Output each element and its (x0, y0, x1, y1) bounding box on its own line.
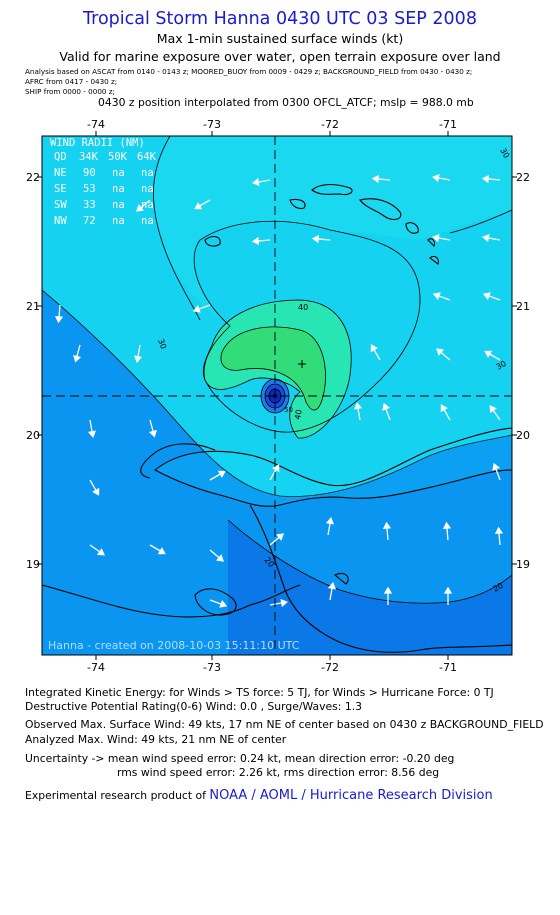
product-line: Experimental research product of NOAA / … (25, 788, 493, 803)
contour-label-30-east: 30 (495, 359, 508, 372)
analyzed-max-line: Analyzed Max. Wind: 49 kts, 21 nm NE of … (25, 733, 287, 746)
inagua-island (204, 235, 221, 247)
wind-radii-table: WIND RADII (NM) QD 34K 50K 64K NE 90 na … (50, 137, 157, 227)
lon-label: -73 (203, 118, 221, 131)
lat-label: 19 (516, 558, 530, 571)
caicos-island-b (289, 198, 306, 210)
uncertainty-line-2: rms wind speed error: 2.26 kt, rms direc… (117, 766, 440, 779)
wind-radii-title: WIND RADII (NM) (50, 137, 145, 149)
lon-label: -71 (439, 118, 457, 131)
caicos-island-a (311, 183, 353, 196)
lon-labels-bottom: -74 -73 -72 -71 (87, 661, 457, 674)
lat-label: 21 (26, 300, 40, 313)
contour-label-20-southeast: 20 (492, 581, 505, 594)
max-wind-marker (298, 360, 306, 368)
wind-radii-cell: na (141, 183, 154, 195)
analysis-line-2: AFRC from 0417 - 0430 z; (25, 77, 118, 86)
wind-radii-header: QD 34K 50K 64K (54, 151, 157, 163)
ike-line: Integrated Kinetic Energy: for Winds > T… (25, 686, 494, 699)
dpr-line: Destructive Potential Rating(0-6) Wind: … (25, 700, 363, 713)
product-prefix: Experimental research product of (25, 789, 206, 802)
cuba-east-coast (42, 584, 301, 618)
wind-radii-cell: na (112, 199, 125, 211)
lat-labels-left: 22 21 20 19 (26, 171, 40, 571)
wind-radii-row-ne: NE 90 na na (54, 167, 154, 179)
wind-radii-cell: na (141, 199, 154, 211)
lon-labels-top: -74 -73 -72 -71 (87, 118, 457, 131)
gonave-island (194, 588, 237, 616)
wind-radii-cell: na (141, 167, 154, 179)
islet-b (429, 255, 439, 265)
contour-label-group: 30 40 40 30 20 20 30 50 (156, 147, 511, 594)
contour-label-30-west: 30 (156, 338, 168, 351)
valid-note: Valid for marine exposure over water, op… (59, 49, 501, 64)
wind-radii-cell: na (112, 183, 125, 195)
wind-radii-cell: NE (54, 167, 67, 179)
lat-label: 20 (516, 429, 530, 442)
wind-vectors (54, 173, 504, 608)
lat-label: 20 (26, 429, 40, 442)
wind-radii-row-nw: NW 72 na na (54, 215, 154, 227)
band-10-20 (228, 520, 512, 655)
lat-label: 21 (516, 300, 530, 313)
turks-island-b (405, 222, 419, 234)
lon-label: -74 (87, 661, 105, 674)
wind-map: 30 40 40 30 20 20 30 50 WIND RADII (NM) … (26, 118, 530, 674)
islet-c (333, 572, 349, 585)
wind-radii-cell: 33 (83, 199, 96, 211)
turks-island-a (359, 198, 402, 221)
center-crosshair (42, 136, 512, 655)
wind-radii-cell: 53 (83, 183, 96, 195)
observed-max-line: Observed Max. Surface Wind: 49 kts, 17 n… (25, 718, 544, 731)
lon-label: -72 (321, 118, 339, 131)
analysis-line-3: SHIP from 0000 - 0000 z; (25, 87, 115, 96)
chart-title: Tropical Storm Hanna 0430 UTC 03 SEP 200… (83, 9, 477, 29)
wind-field: 30 40 40 30 20 20 30 50 WIND RADII (NM) … (42, 136, 512, 655)
lat-label: 19 (26, 558, 40, 571)
contour-label-50-core: 50 (284, 406, 293, 414)
lon-label: -74 (87, 118, 105, 131)
band-50-plus (220, 326, 326, 411)
wind-radii-cell: na (141, 215, 154, 227)
contour-label-40-south: 40 (293, 409, 304, 421)
wind-radii-col-50k: 50K (108, 151, 128, 163)
chart-subtitle: Max 1-min sustained surface winds (kt) (156, 31, 404, 46)
wind-radii-row-se: SE 53 na na (54, 183, 154, 195)
lat-labels-right: 22 21 20 19 (516, 171, 530, 571)
wind-radii-cell: NW (54, 215, 67, 227)
islet-a (427, 238, 436, 247)
map-credit: Hanna - created on 2008-10-03 15:11:10 U… (48, 639, 300, 652)
lon-label: -71 (439, 661, 457, 674)
uncertainty-line-1: Uncertainty -> mean wind speed error: 0.… (25, 752, 455, 765)
lon-label: -72 (321, 661, 339, 674)
wind-radii-cell: SW (54, 199, 67, 211)
wind-radii-col-64k: 64K (137, 151, 157, 163)
contour-lines (42, 136, 512, 604)
wind-radii-col-34k: 34K (79, 151, 99, 163)
position-note: 0430 z position interpolated from 0300 O… (98, 96, 474, 109)
axis-ticks (37, 131, 517, 660)
analysis-line-1: Analysis based on ASCAT from 0140 - 0143… (25, 67, 473, 76)
wind-radii-cell: SE (54, 183, 67, 195)
wind-radii-col-qd: QD (54, 151, 67, 163)
band-outer-tint (42, 136, 512, 326)
band-20-30 (42, 290, 512, 655)
hrd-link[interactable]: NOAA / AOML / Hurricane Research Divisio… (209, 788, 493, 803)
lon-label: -73 (203, 661, 221, 674)
wind-radii-row-sw: SW 33 na na (54, 199, 154, 211)
wind-radii-cell: na (112, 167, 125, 179)
wind-radii-cell: 72 (83, 215, 96, 227)
lat-label: 22 (26, 171, 40, 184)
map-frame (41, 135, 513, 656)
lat-label: 22 (516, 171, 530, 184)
wind-radii-cell: 90 (83, 167, 96, 179)
contour-label-40-north: 40 (298, 303, 308, 312)
tortuga-outline (140, 443, 216, 479)
contour-label-30-northeast: 30 (498, 147, 511, 160)
wind-radii-cell: na (112, 215, 125, 227)
